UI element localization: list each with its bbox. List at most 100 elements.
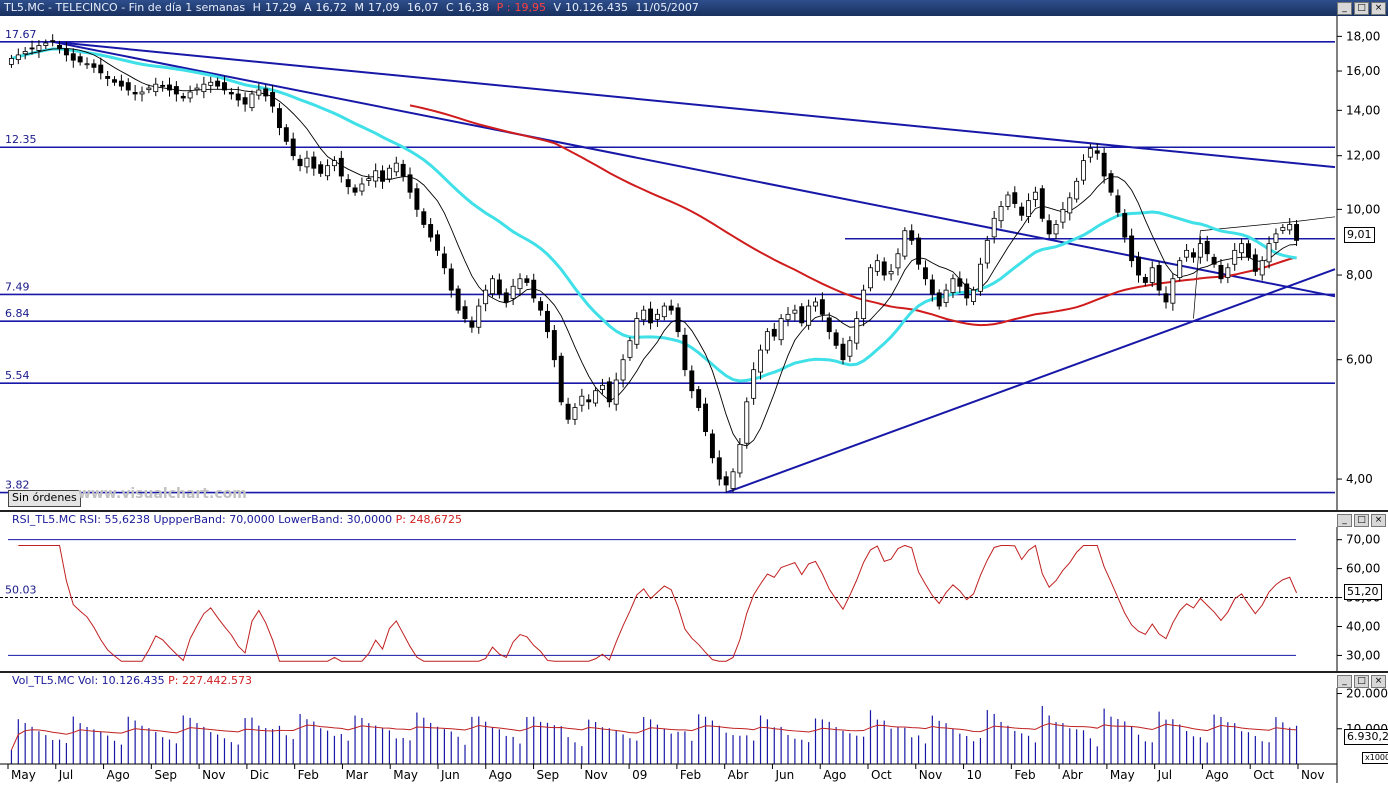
vol-axis-label: 20.000: [1346, 688, 1388, 701]
quote-header: TL5.MC - TELECINCO - Fin de día 1 semana…: [4, 1, 703, 14]
close-button[interactable]: ×: [1371, 2, 1386, 15]
candle-body: [1108, 173, 1114, 193]
pane-divider[interactable]: [0, 510, 1388, 512]
candle-body: [393, 162, 399, 173]
candle-body: [407, 174, 413, 193]
candle-body: [386, 167, 392, 180]
candle-body: [8, 58, 14, 65]
candle-body: [496, 279, 502, 295]
candle-body: [510, 285, 516, 299]
candle-body: [228, 91, 234, 95]
volume-pane[interactable]: 20.00010.000MayJulAgoSepNovDicFebMarMayJ…: [0, 687, 1388, 783]
candle-body: [222, 82, 227, 91]
minimize-button[interactable]: _: [1337, 2, 1352, 15]
vol-close-button[interactable]: ×: [1371, 675, 1386, 688]
candle-body: [874, 260, 880, 272]
candle-body: [971, 289, 977, 302]
candle-body: [173, 86, 179, 95]
candle-body: [1026, 200, 1032, 217]
candle-body: [792, 309, 798, 314]
candle-body: [331, 160, 337, 167]
candle-body: [806, 305, 812, 326]
candle-body: [1005, 194, 1011, 207]
rsi-axis-label: 70,00: [1346, 533, 1380, 547]
x-axis-label: May: [11, 768, 36, 782]
candle-body: [1211, 256, 1217, 265]
candle-body: [524, 278, 530, 283]
candle-body: [483, 289, 489, 305]
candle-body: [517, 278, 523, 290]
candle-body: [730, 471, 736, 489]
candle-body: [551, 330, 557, 361]
close-label: C: [445, 1, 454, 14]
candle-body: [902, 230, 908, 257]
price-last-value: 9,01: [1344, 227, 1375, 243]
rsi-title-bar: RSI_TL5.MC RSI: 55,6238 UppperBand: 70,0…: [0, 513, 1388, 527]
x-axis-label: Ago: [489, 768, 512, 782]
candle-body: [826, 317, 832, 333]
candle-body: [606, 381, 612, 403]
a-value: 16,72: [315, 1, 347, 14]
candle-body: [1053, 224, 1059, 235]
rsi-maximize-button[interactable]: □: [1354, 514, 1369, 527]
candle-body: [1067, 197, 1073, 214]
lower-band-value: 30,0000: [346, 513, 393, 526]
candle-body: [1136, 256, 1141, 276]
candle-body: [1259, 260, 1265, 276]
pane-divider-2[interactable]: [0, 671, 1388, 673]
x-axis-label: Mar: [345, 768, 368, 782]
rsi-line: [18, 544, 1298, 662]
orders-button[interactable]: Sin órdenes: [8, 490, 81, 507]
rsi-close-button[interactable]: ×: [1371, 514, 1386, 527]
candle-body: [215, 80, 221, 87]
candle-body: [125, 82, 131, 91]
price-axis-label: 10,00: [1346, 202, 1380, 216]
support-level-label: 3.82: [5, 479, 30, 492]
candle-body: [1266, 243, 1272, 263]
candle-body: [462, 306, 468, 319]
price-axis-label: 4,00: [1346, 472, 1373, 486]
candle-body: [167, 84, 172, 91]
candle-body: [503, 292, 509, 303]
candle-body: [1115, 195, 1121, 213]
price-chart[interactable]: 18,00 16,00 14,00 12,00 10,00 8,00 6,00 4,00 17.…: [0, 16, 1388, 510]
candle-body: [1184, 249, 1190, 258]
candle-body: [160, 84, 166, 87]
slow-moving-average-line: [409, 104, 1297, 327]
vol-minimize-button[interactable]: _: [1337, 675, 1352, 688]
candle-body: [29, 47, 35, 50]
vol-p-label: P:: [168, 674, 179, 687]
candle-body: [1239, 243, 1245, 254]
maximize-button[interactable]: □: [1354, 2, 1369, 15]
candle-body: [1019, 206, 1025, 216]
candle-body: [813, 301, 818, 307]
candle-body: [1294, 224, 1300, 241]
vol-maximize-button[interactable]: □: [1354, 675, 1369, 688]
candle-body: [854, 318, 860, 344]
x-axis-label: Ago: [823, 768, 846, 782]
candle-body: [984, 239, 990, 264]
candle-body: [668, 305, 674, 311]
candle-body: [751, 369, 757, 399]
price-axis-label: 18,00: [1346, 29, 1380, 43]
candle-body: [455, 288, 461, 311]
candle-body: [1225, 267, 1231, 278]
candle-body: [929, 279, 935, 295]
candle-body: [1074, 180, 1080, 200]
price-pane[interactable]: 18,00 16,00 14,00 12,00 10,00 8,00 6,00 4,00 17.…: [0, 16, 1388, 510]
candle-body: [242, 97, 248, 105]
x-axis-label: Abr: [728, 768, 749, 782]
candle-body: [1252, 254, 1258, 272]
candle-body: [922, 267, 928, 280]
price-axis-label: 8,00: [1346, 268, 1373, 282]
upper-band-value: 70,0000: [229, 513, 275, 526]
x-axis-label: May: [1110, 768, 1135, 782]
volume-chart[interactable]: 20.00010.000MayJulAgoSepNovDicFebMarMayJ…: [0, 687, 1388, 783]
rsi-label: RSI:: [79, 513, 101, 526]
rsi-minimize-button[interactable]: _: [1337, 514, 1352, 527]
x-axis-label: Nov: [919, 768, 942, 782]
candle-body: [235, 93, 241, 101]
candle-body: [490, 278, 495, 295]
